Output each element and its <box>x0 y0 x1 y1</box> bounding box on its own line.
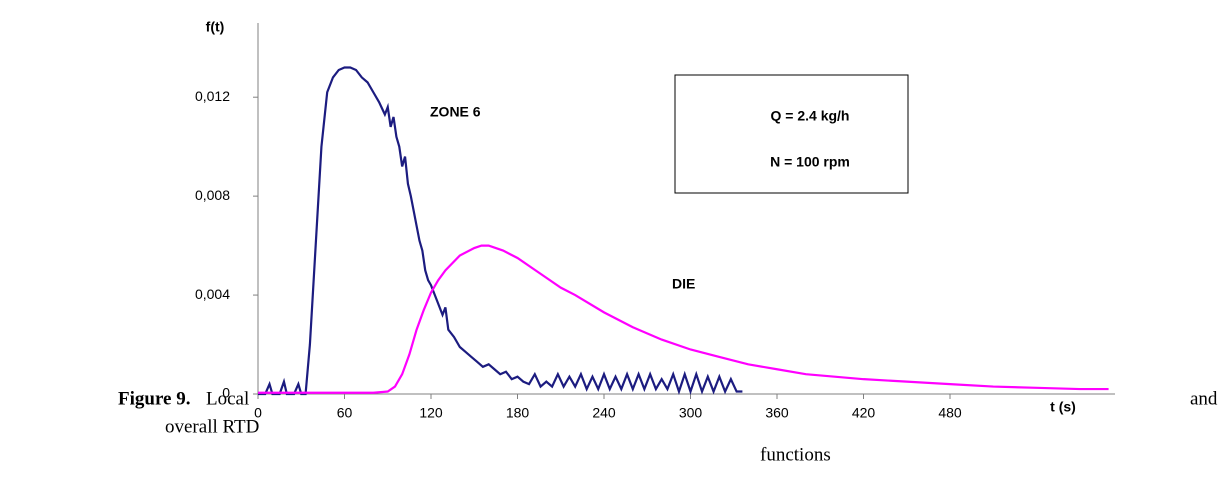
y-tick-label: 0 <box>222 385 230 401</box>
annotation: N = 100 rpm <box>770 154 850 170</box>
x-axis-label: t (s) <box>1050 399 1076 415</box>
x-tick-label: 420 <box>852 405 876 421</box>
caption-label: Figure 9. <box>118 388 190 409</box>
x-tick-label: 120 <box>419 405 443 421</box>
annotation: Q = 2.4 kg/h <box>771 108 850 124</box>
x-tick-label: 240 <box>592 405 616 421</box>
x-tick-label: 360 <box>765 405 789 421</box>
y-tick-label: 0,004 <box>195 286 230 302</box>
x-tick-label: 0 <box>254 405 262 421</box>
x-tick-label: 60 <box>337 405 353 421</box>
caption-text: functions <box>760 444 831 465</box>
caption-text: overall RTD <box>165 416 259 437</box>
series-label: ZONE 6 <box>430 104 481 120</box>
x-tick-label: 300 <box>679 405 703 421</box>
x-tick-label: 180 <box>506 405 530 421</box>
caption-text: Local <box>206 388 249 409</box>
x-tick-label: 480 <box>938 405 962 421</box>
series-line <box>258 66 743 396</box>
y-tick-label: 0,012 <box>195 88 230 104</box>
caption-text: and <box>1190 388 1218 409</box>
y-tick-label: 0,008 <box>195 187 230 203</box>
series-line <box>258 244 1109 394</box>
info-box <box>674 74 909 194</box>
series-label: DIE <box>672 276 695 292</box>
y-axis-label: f(t) <box>206 19 225 35</box>
